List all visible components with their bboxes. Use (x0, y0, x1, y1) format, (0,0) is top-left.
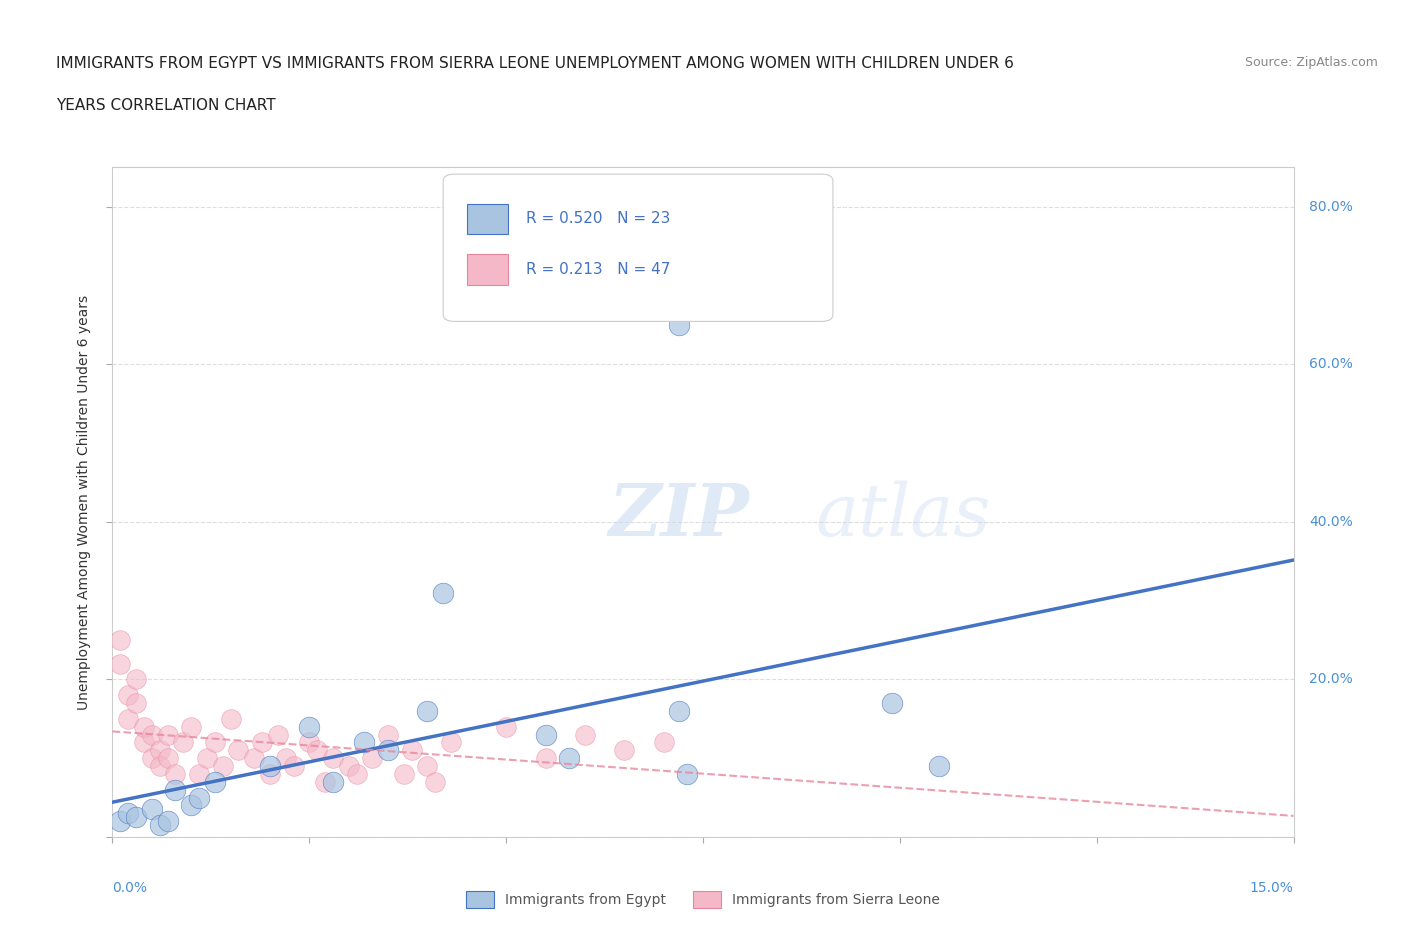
Point (141, 727, 163, 742)
Point (228, 743, 250, 758)
Point (283, 759, 305, 774)
Point (259, 759, 281, 774)
Point (495, 719, 517, 734)
Text: 15.0%: 15.0% (1250, 881, 1294, 895)
Point (125, 810, 148, 825)
Text: R = 0.520   N = 23: R = 0.520 N = 23 (526, 211, 671, 227)
Point (117, 711, 139, 726)
Point (668, 317, 690, 332)
Point (259, 766, 281, 781)
Point (165, 766, 187, 781)
Point (346, 766, 368, 781)
Point (204, 775, 226, 790)
FancyBboxPatch shape (467, 205, 508, 234)
Legend: Immigrants from Egypt, Immigrants from Sierra Leone: Immigrants from Egypt, Immigrants from S… (460, 885, 946, 914)
Point (432, 585, 454, 600)
Point (188, 790, 211, 805)
Text: 80.0%: 80.0% (1309, 200, 1353, 214)
Text: 60.0%: 60.0% (1309, 357, 1353, 371)
Point (307, 743, 329, 758)
Point (322, 775, 344, 790)
Text: YEARS CORRELATION CHART: YEARS CORRELATION CHART (56, 98, 276, 113)
Point (141, 751, 163, 765)
Text: 0.0%: 0.0% (112, 881, 148, 895)
Point (149, 759, 172, 774)
Point (416, 759, 439, 774)
Text: Source: ZipAtlas.com: Source: ZipAtlas.com (1244, 56, 1378, 69)
Point (180, 798, 202, 813)
Point (880, 696, 903, 711)
Point (298, 719, 321, 734)
Point (613, 743, 636, 758)
Point (534, 727, 557, 742)
Point (195, 751, 218, 765)
Point (110, 632, 132, 647)
Point (172, 735, 194, 750)
Point (337, 759, 360, 774)
Point (652, 735, 675, 750)
FancyBboxPatch shape (467, 255, 508, 285)
Text: IMMIGRANTS FROM EGYPT VS IMMIGRANTS FROM SIERRA LEONE UNEMPLOYMENT AMONG WOMEN W: IMMIGRANTS FROM EGYPT VS IMMIGRANTS FROM… (56, 56, 1014, 71)
Point (534, 751, 557, 765)
Point (132, 719, 155, 734)
Point (219, 711, 242, 726)
Point (353, 735, 375, 750)
Point (250, 735, 273, 750)
Point (110, 814, 132, 829)
Point (928, 759, 950, 774)
Point (401, 743, 423, 758)
Point (117, 806, 139, 821)
Text: 40.0%: 40.0% (1309, 515, 1353, 529)
Point (165, 782, 187, 797)
Point (267, 727, 290, 742)
Point (156, 814, 179, 829)
Point (377, 727, 399, 742)
Point (377, 743, 399, 758)
Text: R = 0.213   N = 47: R = 0.213 N = 47 (526, 261, 671, 277)
Point (117, 688, 139, 703)
Point (298, 735, 321, 750)
FancyBboxPatch shape (443, 174, 832, 322)
Y-axis label: Unemployment Among Women with Children Under 6 years: Unemployment Among Women with Children U… (77, 295, 91, 710)
Point (392, 766, 415, 781)
Point (314, 775, 336, 790)
Point (156, 751, 179, 765)
Text: atlas: atlas (815, 480, 991, 551)
Point (110, 657, 132, 671)
Point (141, 802, 163, 817)
Point (676, 766, 699, 781)
Point (125, 696, 148, 711)
Point (149, 743, 172, 758)
Point (149, 817, 172, 832)
Text: ZIP: ZIP (609, 480, 749, 551)
Point (243, 751, 266, 765)
Text: 20.0%: 20.0% (1309, 672, 1353, 686)
Point (425, 775, 447, 790)
Point (668, 703, 690, 718)
Point (132, 735, 155, 750)
Point (322, 751, 344, 765)
Point (274, 751, 297, 765)
Point (361, 751, 384, 765)
Point (416, 703, 439, 718)
Point (156, 727, 179, 742)
Point (188, 766, 211, 781)
Point (180, 719, 202, 734)
Point (211, 759, 233, 774)
Point (125, 672, 148, 687)
Point (204, 735, 226, 750)
Point (558, 751, 581, 765)
Point (574, 727, 596, 742)
Point (440, 735, 463, 750)
